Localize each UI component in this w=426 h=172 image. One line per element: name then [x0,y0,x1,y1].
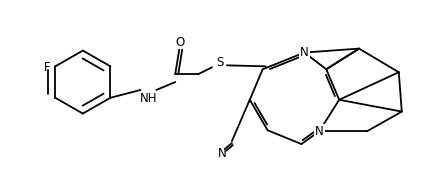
Text: NH: NH [139,92,157,105]
Text: F: F [43,61,50,74]
Text: N: N [299,46,308,59]
Text: O: O [175,36,184,49]
Text: S: S [216,56,223,69]
Text: N: N [314,125,323,138]
Text: N: N [217,147,226,160]
